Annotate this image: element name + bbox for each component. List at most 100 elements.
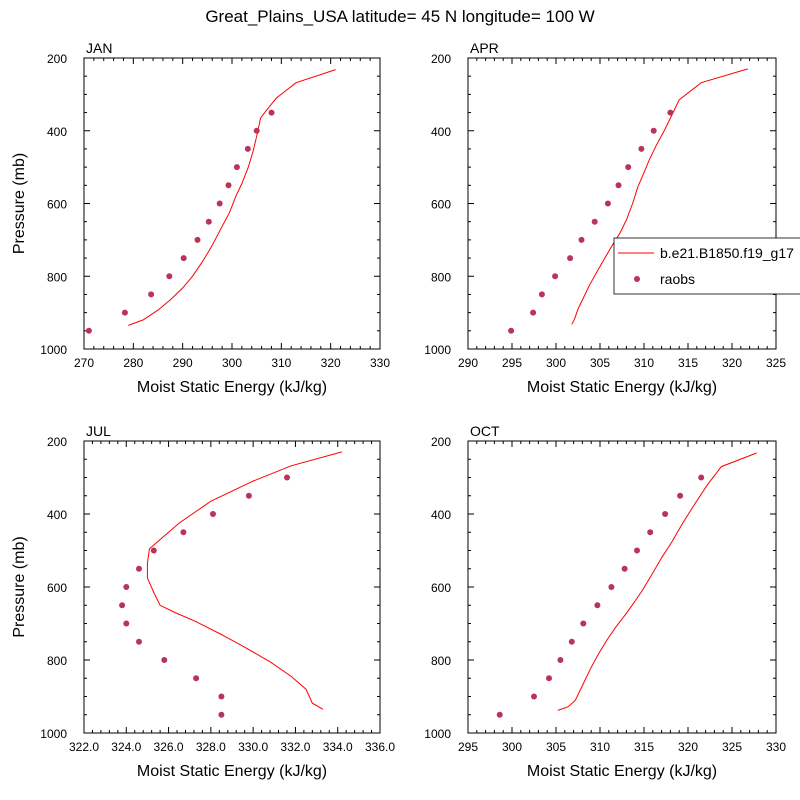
y-tick-label: 1000 [40, 343, 67, 357]
raobs-point [121, 309, 128, 316]
x-tick-label: 315 [634, 740, 654, 754]
panels-container: JAN 270 280 290 300 310 320 330 200 400 600 800 1000… [11, 40, 786, 780]
raobs-point [578, 236, 585, 243]
x-tick-label: 320 [678, 740, 698, 754]
raobs-point [136, 638, 142, 645]
model-profile-line [557, 452, 757, 711]
y-tick-label: 800 [431, 654, 451, 668]
panel-apr: APR 290 295 300 305 310 315 320 325 200 400 600 800 1… [424, 40, 786, 396]
raobs-point [233, 164, 240, 171]
raobs-point [604, 200, 611, 207]
raobs-point [150, 547, 157, 554]
x-tick-label: 336.0 [365, 740, 395, 754]
raobs-point [608, 584, 615, 590]
raobs-point [161, 657, 168, 663]
raobs-point [205, 218, 212, 225]
raobs-point [193, 675, 200, 682]
legend-obs-swatch [634, 276, 640, 282]
raobs-point [538, 291, 545, 298]
y-tick-label: 1000 [424, 727, 451, 741]
y-tick-label: 800 [47, 270, 67, 284]
x-tick-label: 334.0 [323, 740, 353, 754]
raobs-point [650, 127, 657, 134]
raobs-point [216, 200, 223, 207]
raobs-point [218, 693, 225, 700]
y-tick-label: 400 [431, 508, 451, 522]
raobs-point [85, 327, 92, 334]
plot-frame [467, 440, 777, 734]
raobs-point [136, 565, 142, 572]
raobs-point [667, 109, 674, 116]
y-tick-label: 400 [47, 508, 67, 522]
legend-model-label: b.e21.B1850.f19_g17 [660, 245, 794, 261]
raobs-point [580, 620, 587, 627]
panel-label: JAN [86, 40, 112, 56]
x-tick-label: 324.0 [111, 740, 141, 754]
y-tick-label: 800 [47, 654, 67, 668]
raobs-point [508, 327, 515, 334]
x-tick-label: 326.0 [154, 740, 184, 754]
panel-label: APR [470, 40, 499, 56]
x-tick-label: 295 [458, 740, 478, 754]
y-tick-label: 600 [431, 198, 451, 212]
raobs-point [123, 620, 130, 627]
raobs-point [530, 309, 537, 316]
model-profile-line [128, 69, 336, 326]
y-tick-label: 400 [431, 125, 451, 139]
raobs-point [245, 492, 252, 499]
raobs-point [268, 109, 275, 116]
x-tick-label: 295 [502, 356, 522, 370]
x-tick-label: 305 [546, 740, 566, 754]
y-tick-label: 400 [47, 125, 67, 139]
raobs-point [244, 145, 251, 152]
y-tick-label: 800 [431, 270, 451, 284]
y-tick-label: 1000 [424, 343, 451, 357]
x-tick-label: 280 [123, 356, 143, 370]
x-tick-label: 320 [722, 356, 742, 370]
x-axis-label: Moist Static Energy (kJ/kg) [527, 379, 717, 396]
raobs-point [698, 474, 705, 481]
legend-box [613, 237, 800, 295]
raobs-point [634, 547, 640, 554]
legend-obs-label: raobs [660, 271, 695, 287]
x-tick-label: 320 [321, 356, 341, 370]
panel-label: JUL [86, 423, 111, 439]
plot-frame [83, 57, 381, 350]
y-tick-label: 600 [47, 581, 67, 595]
raobs-point [621, 565, 628, 572]
x-tick-label: 290 [173, 356, 193, 370]
model-profile-line [571, 68, 748, 325]
x-tick-label: 300 [546, 356, 566, 370]
raobs-point [647, 529, 654, 536]
x-tick-label: 300 [222, 356, 242, 370]
y-tick-label: 600 [431, 581, 451, 595]
y-tick-label: 200 [431, 52, 451, 66]
raobs-point [594, 602, 601, 609]
x-tick-label: 325 [722, 740, 742, 754]
y-axis-label: Pressure (mb) [11, 536, 28, 637]
raobs-point [123, 584, 130, 590]
y-axis-label: Pressure (mb) [11, 153, 28, 254]
raobs-point [531, 693, 537, 700]
raobs-point [180, 529, 187, 536]
raobs-point [119, 602, 126, 609]
raobs-point [568, 638, 575, 645]
legend: b.e21.B1850.f19_g17 raobs [613, 237, 800, 295]
x-tick-label: 330.0 [238, 740, 268, 754]
x-axis-label: Moist Static Energy (kJ/kg) [137, 763, 327, 780]
panel-jan: JAN 270 280 290 300 310 320 330 200 400 600 800 1000… [11, 40, 390, 396]
raobs-point [677, 492, 684, 499]
x-tick-label: 310 [634, 356, 654, 370]
raobs-point [253, 127, 260, 134]
raobs-point [284, 474, 290, 481]
raobs-point [496, 711, 503, 718]
raobs-point [148, 291, 155, 298]
x-tick-label: 330 [370, 356, 390, 370]
raobs-point [552, 273, 559, 280]
raobs-point [210, 511, 216, 517]
raobs-point [662, 511, 669, 517]
x-tick-label: 332.0 [280, 740, 310, 754]
raobs-point [180, 255, 187, 262]
x-tick-label: 330 [766, 740, 786, 754]
